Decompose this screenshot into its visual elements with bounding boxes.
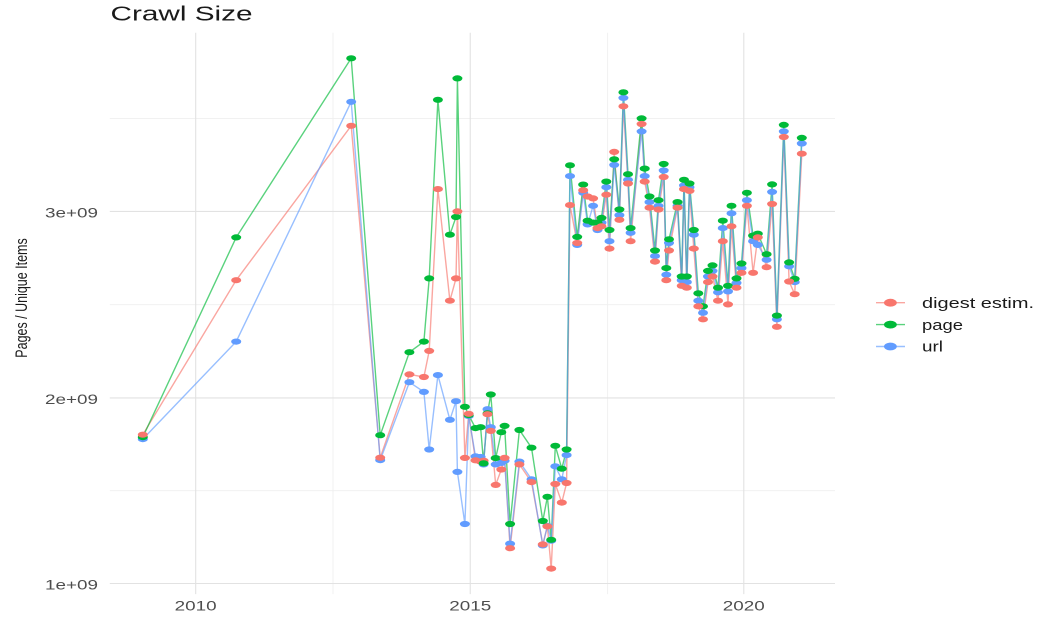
svg-text:url: url <box>922 339 943 356</box>
svg-text:3e+09: 3e+09 <box>45 204 98 220</box>
svg-text:page: page <box>922 317 963 334</box>
svg-text:2015: 2015 <box>449 598 491 614</box>
svg-text:digest estim.: digest estim. <box>922 295 1034 312</box>
svg-text:2e+09: 2e+09 <box>45 391 98 407</box>
svg-text:Pages / Unique Items: Pages / Unique Items <box>14 238 32 357</box>
svg-text:2010: 2010 <box>175 598 217 614</box>
svg-text:Crawl Size: Crawl Size <box>111 4 253 26</box>
svg-text:1e+09: 1e+09 <box>45 577 98 593</box>
svg-text:2020: 2020 <box>723 598 765 614</box>
